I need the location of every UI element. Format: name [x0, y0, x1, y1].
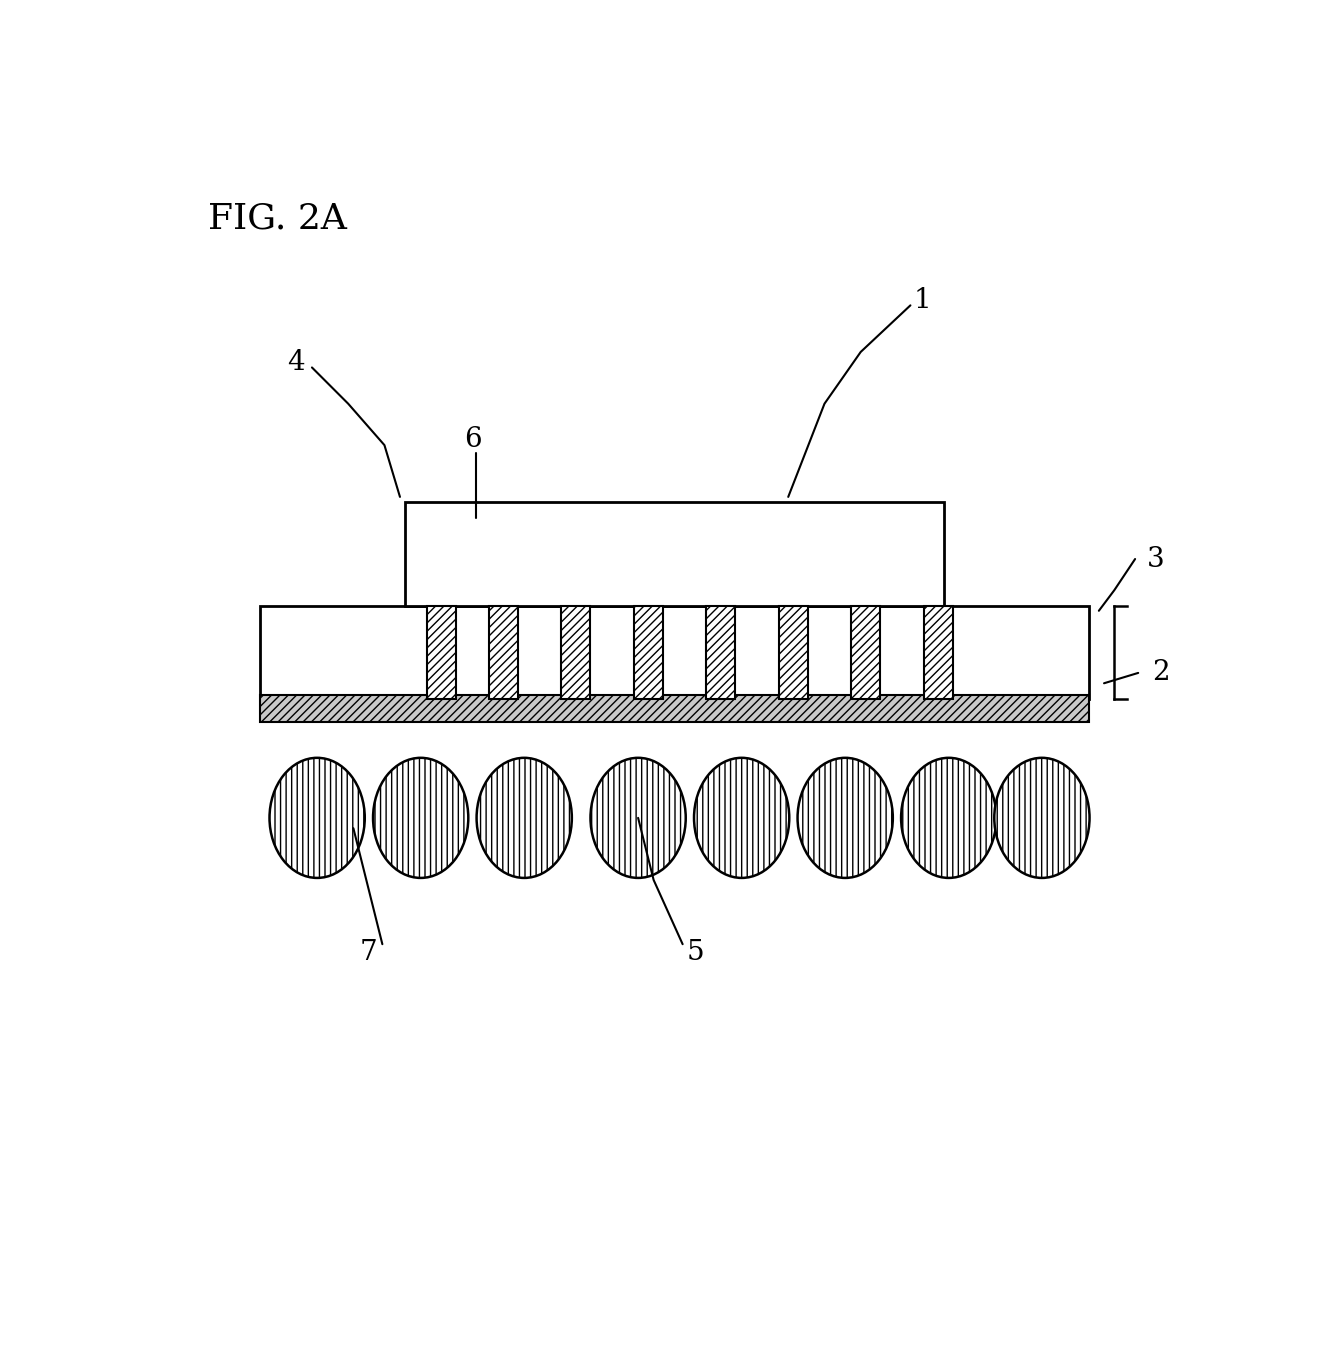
Text: 4: 4 [287, 349, 305, 376]
Text: 5: 5 [687, 939, 704, 966]
Bar [489, 606, 518, 698]
Text: 2: 2 [1152, 659, 1170, 686]
Bar [707, 606, 735, 698]
Bar [428, 606, 456, 698]
Ellipse shape [798, 758, 892, 878]
Bar [635, 606, 663, 698]
Ellipse shape [591, 758, 685, 878]
Bar [405, 502, 943, 606]
Bar [851, 606, 880, 698]
Text: FIG. 2A: FIG. 2A [208, 202, 347, 235]
Text: 1: 1 [914, 287, 931, 314]
Bar [779, 606, 808, 698]
Ellipse shape [693, 758, 790, 878]
Bar [925, 606, 953, 698]
Bar [561, 606, 591, 698]
Bar [261, 606, 1089, 698]
Text: 6: 6 [464, 426, 481, 453]
Text: 7: 7 [359, 939, 378, 966]
Ellipse shape [270, 758, 365, 878]
Text: 3: 3 [1148, 545, 1165, 572]
Ellipse shape [477, 758, 572, 878]
Bar [261, 694, 1089, 721]
Ellipse shape [994, 758, 1090, 878]
Ellipse shape [373, 758, 469, 878]
Ellipse shape [900, 758, 997, 878]
